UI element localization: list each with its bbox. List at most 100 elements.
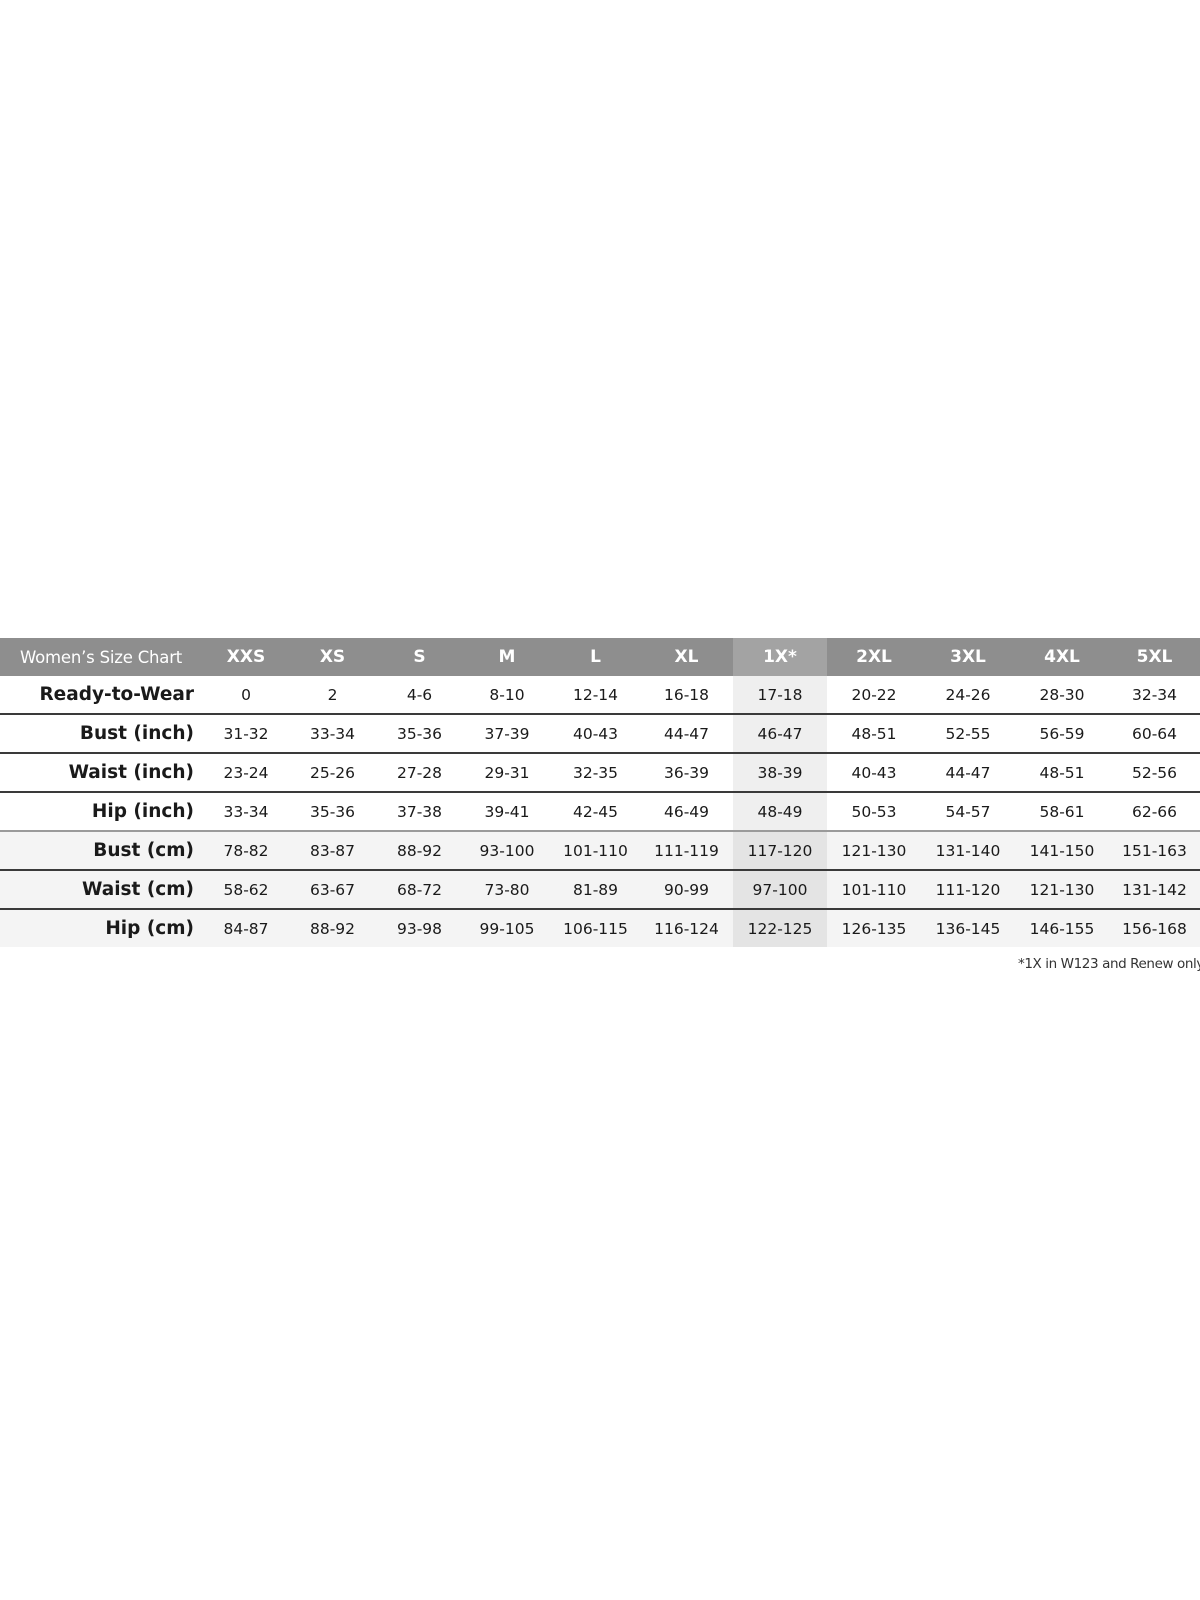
size-value-cell: 146-155 [1015, 908, 1109, 947]
size-header: XL [640, 638, 733, 676]
size-value-cell: 16-18 [663, 685, 710, 704]
size-value-cell: 88-92 [289, 908, 376, 947]
size-value-cell: 116-124 [640, 908, 733, 947]
header-row: Women’s Size Chart XXS XS S M L XL 1X* 2XL 3XL 4X… [0, 638, 1200, 676]
size-value-cell: 101-110 [551, 830, 640, 870]
size-value-cell: 42-45 [551, 791, 640, 831]
size-value-cell: 63-67 [289, 869, 376, 909]
size-value-cell: 131-142 [1109, 869, 1200, 909]
size-value-cell: 93-100 [463, 830, 551, 870]
size-value-cell: 39-41 [463, 791, 551, 831]
size-value-cell: 37-39 [463, 713, 551, 753]
size-value-cell: 28-30 [1039, 685, 1085, 704]
row-label: Bust (inch) [0, 713, 203, 753]
size-value-cell: 78-82 [203, 830, 289, 870]
size-header: XS [289, 638, 376, 676]
size-value-cell: 24-26 [945, 685, 991, 704]
size-value-cell: 111-119 [640, 830, 733, 870]
size-value-cell: 25-26 [289, 752, 376, 792]
size-value-cell: 4-6 [406, 685, 433, 704]
size-value-cell: 99-105 [463, 908, 551, 947]
size-value-cell: 32-35 [551, 752, 640, 792]
size-value-cell: 54-57 [921, 791, 1015, 831]
size-value-cell: 12-14 [572, 685, 619, 704]
size-value-cell: 29-31 [463, 752, 551, 792]
size-value-cell: 84-87 [203, 908, 289, 947]
size-value-cell: 35-36 [289, 791, 376, 831]
size-value-cell: 31-32 [203, 713, 289, 753]
size-value-cell: 37-38 [376, 791, 463, 831]
size-value-cell: 151-163 [1109, 830, 1200, 870]
size-value-cell: 73-80 [463, 869, 551, 909]
size-value-cell: 44-47 [640, 713, 733, 753]
size-header: 5XL [1109, 638, 1200, 676]
size-value-cell: 2 [327, 685, 338, 704]
size-value-cell: 8-10 [489, 685, 525, 704]
size-header: XXS [203, 638, 289, 676]
size-value-cell: 106-115 [551, 908, 640, 947]
row-label: Waist (cm) [0, 869, 203, 909]
table-row: Hip (inch) 33-34 35-36 37-38 39-41 42-45 46-49… [0, 791, 1200, 831]
size-value-cell: 62-66 [1109, 791, 1200, 831]
table-row: Ready-to-Wear 0 2 4-6 8-10 12-14 16-18 17-18 20-… [0, 676, 1200, 714]
size-value-cell: 44-47 [921, 752, 1015, 792]
size-header: 1X* [733, 638, 827, 676]
size-value-cell: 36-39 [640, 752, 733, 792]
row-label: Hip (inch) [0, 791, 203, 831]
table-row: Bust (inch) 31-32 33-34 35-36 37-39 40-43 44-4… [0, 713, 1200, 753]
size-value-cell: 40-43 [551, 713, 640, 753]
size-value-cell: 81-89 [551, 869, 640, 909]
size-value-cell: 156-168 [1109, 908, 1200, 947]
size-value-cell: 46-47 [733, 713, 827, 753]
size-value-cell: 50-53 [827, 791, 921, 831]
size-value-cell: 48-49 [733, 791, 827, 831]
size-value-cell: 131-140 [921, 830, 1015, 870]
size-value-cell: 17-18 [733, 676, 827, 714]
size-value-cell: 52-56 [1109, 752, 1200, 792]
size-value-cell: 32-34 [1131, 685, 1178, 704]
size-value-cell: 141-150 [1015, 830, 1109, 870]
table-row: Bust (cm) 78-82 83-87 88-92 93-100 101-110 111… [0, 830, 1200, 870]
size-header: M [463, 638, 551, 676]
size-value-cell: 126-135 [827, 908, 921, 947]
row-label: Waist (inch) [0, 752, 203, 792]
size-value-cell: 136-145 [921, 908, 1015, 947]
size-value-cell: 35-36 [376, 713, 463, 753]
row-label: Hip (cm) [0, 908, 203, 947]
table-row: Hip (cm) 84-87 88-92 93-98 99-105 106-115 116-… [0, 908, 1200, 947]
size-value-cell: 88-92 [376, 830, 463, 870]
size-value-cell: 121-130 [827, 830, 921, 870]
size-value-cell: 56-59 [1015, 713, 1109, 753]
size-value-cell: 48-51 [827, 713, 921, 753]
size-value-cell: 48-51 [1015, 752, 1109, 792]
size-value-cell: 40-43 [827, 752, 921, 792]
size-value-cell: 122-125 [733, 908, 827, 947]
size-value-cell: 33-34 [203, 791, 289, 831]
size-header: 3XL [921, 638, 1015, 676]
size-value-cell: 52-55 [921, 713, 1015, 753]
size-header: L [551, 638, 640, 676]
size-value-cell: 23-24 [203, 752, 289, 792]
chart-title: Women’s Size Chart [0, 638, 203, 676]
size-value-cell: 33-34 [289, 713, 376, 753]
size-value-cell: 97-100 [733, 869, 827, 909]
size-value-cell: 58-61 [1015, 791, 1109, 831]
size-value-cell: 90-99 [640, 869, 733, 909]
footnote: *1X in W123 and Renew only [1017, 956, 1200, 972]
table-row: Waist (inch) 23-24 25-26 27-28 29-31 32-35 36-… [0, 752, 1200, 792]
size-value-cell: 46-49 [640, 791, 733, 831]
size-value-cell: 101-110 [827, 869, 921, 909]
size-value-cell: 38-39 [733, 752, 827, 792]
size-value-cell: 68-72 [376, 869, 463, 909]
size-header: 2XL [827, 638, 921, 676]
size-value-cell: 0 [241, 685, 251, 704]
size-header: 4XL [1015, 638, 1109, 676]
size-header: S [376, 638, 463, 676]
size-value-cell: 20-22 [851, 685, 897, 704]
size-value-cell: 121-130 [1015, 869, 1109, 909]
size-value-cell: 58-62 [203, 869, 289, 909]
size-value-cell: 93-98 [376, 908, 463, 947]
size-value-cell: 117-120 [733, 830, 827, 870]
row-label: Bust (cm) [0, 830, 203, 870]
row-label: Ready-to-Wear [39, 684, 194, 705]
